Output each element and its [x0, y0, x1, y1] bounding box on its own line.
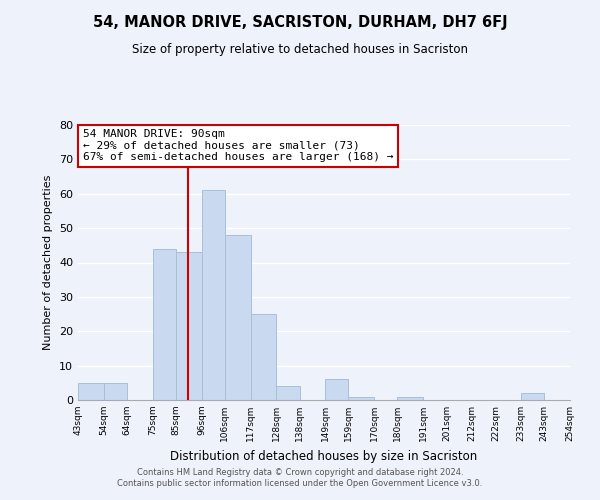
- Bar: [251, 314, 276, 400]
- Bar: [176, 252, 202, 400]
- Text: Size of property relative to detached houses in Sacriston: Size of property relative to detached ho…: [132, 42, 468, 56]
- Bar: [521, 393, 544, 400]
- Text: 54, MANOR DRIVE, SACRISTON, DURHAM, DH7 6FJ: 54, MANOR DRIVE, SACRISTON, DURHAM, DH7 …: [92, 15, 508, 30]
- Text: Contains HM Land Registry data © Crown copyright and database right 2024.
Contai: Contains HM Land Registry data © Crown c…: [118, 468, 482, 487]
- Bar: [276, 386, 299, 400]
- Text: 54 MANOR DRIVE: 90sqm
← 29% of detached houses are smaller (73)
67% of semi-deta: 54 MANOR DRIVE: 90sqm ← 29% of detached …: [83, 129, 394, 162]
- Bar: [325, 380, 349, 400]
- Bar: [202, 190, 225, 400]
- Bar: [397, 396, 423, 400]
- Bar: [78, 383, 104, 400]
- Bar: [225, 235, 251, 400]
- Bar: [349, 396, 374, 400]
- X-axis label: Distribution of detached houses by size in Sacriston: Distribution of detached houses by size …: [170, 450, 478, 462]
- Y-axis label: Number of detached properties: Number of detached properties: [43, 175, 53, 350]
- Bar: [104, 383, 127, 400]
- Bar: [152, 248, 176, 400]
